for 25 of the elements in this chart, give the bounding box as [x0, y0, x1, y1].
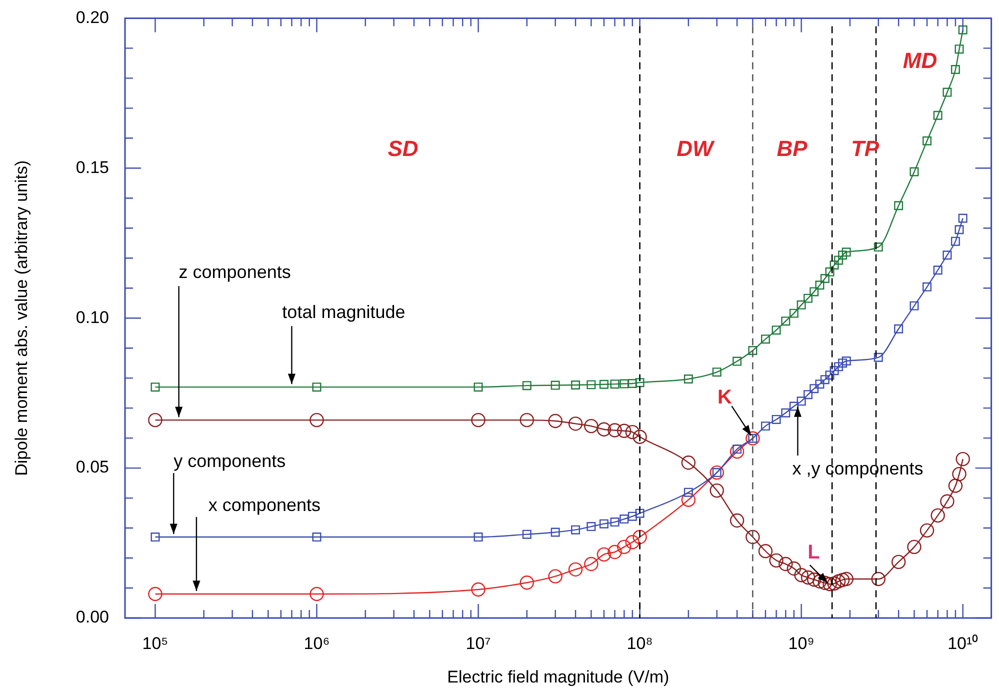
annotation: x ,y components [792, 458, 924, 479]
y-axis-title: Dipole moment abs. value (arbitrary units) [12, 160, 31, 476]
x-tick-label: 10¹⁰ [948, 634, 978, 653]
annotation: x components [208, 494, 320, 515]
annotation: z components [178, 262, 291, 282]
y-tick-label: 0.20 [76, 8, 109, 27]
x-tick-label: 10⁵ [142, 634, 168, 653]
annotation: BP [776, 136, 808, 162]
annotation: K [717, 386, 732, 409]
x-tick-label: 10⁶ [304, 634, 330, 653]
annotation: y components [174, 450, 286, 471]
y-tick-label: 0.15 [76, 158, 109, 177]
annotation: MD [902, 48, 938, 74]
annotation: SD [388, 136, 418, 162]
x-tick-label: 10⁹ [788, 634, 814, 653]
annotation: L [808, 542, 820, 564]
x-tick-label: 10⁷ [466, 634, 491, 653]
x-tick-label: 10⁸ [626, 634, 653, 653]
y-tick-label: 0.10 [76, 308, 109, 327]
annotation: total magnitude [282, 302, 406, 322]
y-tick-label: 0.00 [76, 608, 109, 627]
annotation: DW [676, 136, 716, 162]
annotation: TP [850, 136, 880, 162]
y-tick-label: 0.05 [76, 458, 109, 477]
x-axis-title: Electric field magnitude (V/m) [447, 667, 670, 686]
